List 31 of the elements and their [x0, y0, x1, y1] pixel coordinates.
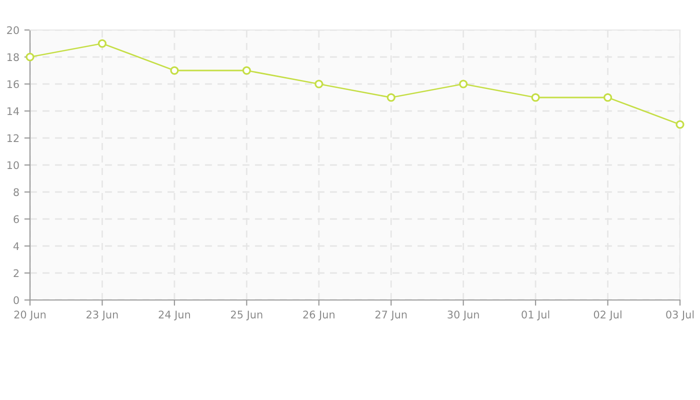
y-tick-label: 8 [14, 188, 19, 196]
y-tick-label: 10 [7, 161, 19, 170]
x-tick-label: 23 Jun [86, 310, 118, 320]
y-tick-label: 14 [7, 107, 19, 115]
y-tick-label: 12 [7, 134, 19, 142]
y-tick-label: 20 [7, 26, 19, 34]
point [459, 80, 468, 88]
y-tick-label: 4 [13, 242, 19, 250]
point [170, 66, 179, 75]
y-tick-label: 18 [7, 53, 19, 62]
x-tick-label: 25 Jun [231, 310, 262, 320]
x-tick-label: 03 Jul [666, 310, 694, 320]
y-tick-label: 16 [7, 80, 19, 88]
x-tick-label: 02 Jul [594, 310, 622, 320]
x-tick-label: 30 Jun [448, 310, 479, 320]
point [531, 93, 540, 102]
point [603, 93, 612, 102]
y-tick-label: 0 [14, 296, 19, 304]
x-tick-label: 26 Jun [303, 310, 334, 320]
point [26, 52, 34, 62]
x-tick-label: 24 Jun [158, 310, 190, 320]
x-tick-label: 01 Jul [522, 310, 550, 320]
point [242, 66, 251, 75]
point [98, 39, 107, 48]
point [676, 120, 684, 129]
y-tick-label: 2 [14, 269, 19, 277]
point [386, 93, 396, 102]
x-tick-label: 27 Jun [375, 310, 407, 320]
x-tick-label: 20 Jun [14, 310, 46, 320]
point [314, 80, 324, 88]
y-tick-label: 6 [14, 215, 19, 224]
